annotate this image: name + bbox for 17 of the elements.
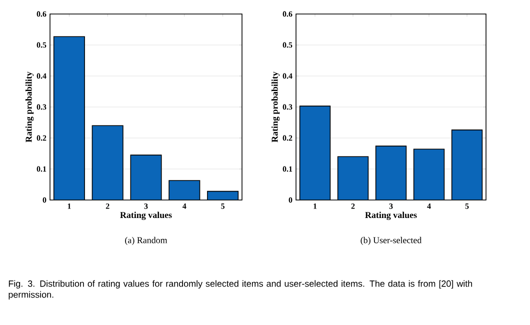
bar bbox=[376, 146, 406, 200]
bar bbox=[300, 106, 330, 200]
bar bbox=[414, 149, 444, 200]
text: (a) Random bbox=[125, 236, 168, 246]
bar bbox=[338, 156, 368, 200]
y-axis-title: Rating probability bbox=[25, 72, 34, 142]
caption: Fig. 3. Distribution of rating values for randomly selected items and user-selected items. The data is from [20] with permission. bbox=[8, 280, 472, 300]
x-axis-title: Rating values bbox=[365, 212, 417, 220]
bar bbox=[54, 36, 85, 200]
x-axis-title: Rating values bbox=[120, 212, 172, 220]
y-axis-title: Rating probability bbox=[271, 72, 280, 142]
bar bbox=[169, 180, 200, 200]
bar bbox=[451, 130, 483, 200]
bar bbox=[130, 155, 162, 200]
text: (b) User-selected bbox=[360, 236, 422, 246]
bar bbox=[207, 190, 239, 200]
bar bbox=[92, 126, 123, 200]
